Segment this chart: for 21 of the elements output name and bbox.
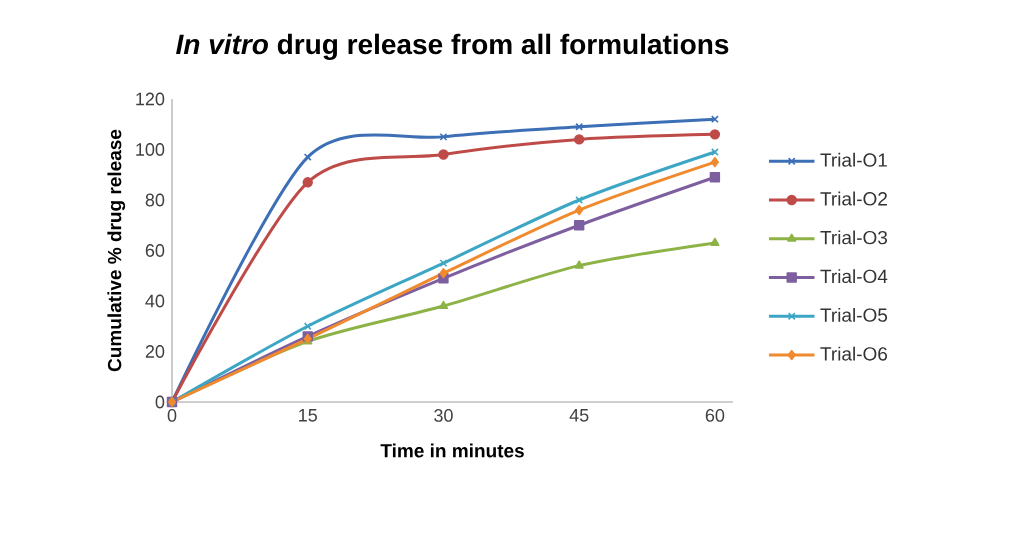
y-tick-label: 60 <box>145 244 165 257</box>
legend-label: Trial-O6 <box>820 346 888 361</box>
y-tick-label: 100 <box>136 143 165 156</box>
chart-title: In vitro drug release from all formulations <box>176 33 729 60</box>
x-axis-title: Time in minutes <box>380 443 524 458</box>
legend-label: Trial-O5 <box>820 307 888 322</box>
legend-label: Trial-O1 <box>820 152 887 167</box>
y-tick-label: 0 <box>155 395 165 409</box>
legend-label: Trial-O4 <box>820 269 888 284</box>
legend-label: Trial-O2 <box>820 191 887 206</box>
y-axis-title: Cumulative % drug release <box>107 129 126 372</box>
y-tick-label: 80 <box>145 193 165 207</box>
x-tick-label: 60 <box>705 409 725 422</box>
x-tick-label: 45 <box>569 409 589 422</box>
legend-label: Trial-O3 <box>820 230 888 245</box>
x-tick-label: 30 <box>434 409 453 422</box>
x-tick-label: 0 <box>167 409 177 422</box>
x-tick-label: 15 <box>299 409 317 422</box>
y-tick-label: 20 <box>145 345 165 358</box>
y-tick-label: 40 <box>145 294 165 308</box>
y-tick-label: 120 <box>136 92 165 106</box>
